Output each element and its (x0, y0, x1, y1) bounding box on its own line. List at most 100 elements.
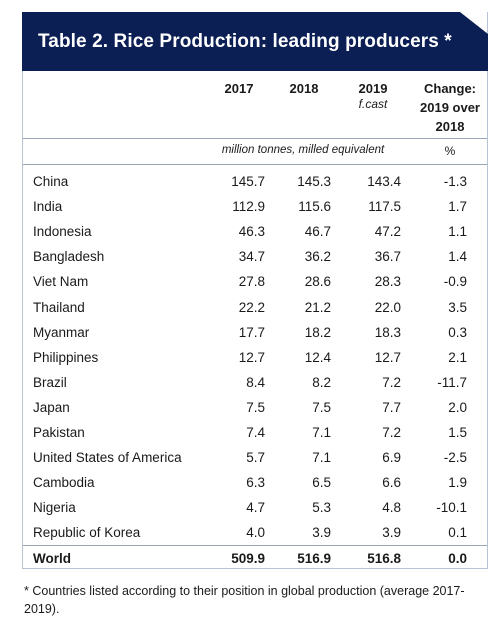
row-2017: 22.2 (238, 299, 265, 315)
col-header-change-1: Change: (424, 81, 476, 96)
row-2017: 509.9 (231, 551, 265, 566)
footnote: * Countries listed according to their po… (24, 584, 465, 616)
col-header-2017: 2017 (224, 81, 254, 96)
table-row: Brazil 8.4 8.2 7.2 -11.7 (23, 371, 487, 396)
row-2017: 4.7 (246, 500, 265, 516)
table-row: Japan 7.5 7.5 7.7 2.0 (23, 396, 487, 421)
table-row: Viet Nam 27.8 28.6 28.3 -0.9 (23, 270, 487, 295)
row-2019: 36.7 (374, 249, 401, 265)
row-country: United States of America (33, 450, 182, 466)
row-change: -0.9 (443, 274, 467, 290)
row-2017: 145.7 (231, 174, 265, 189)
row-2018: 7.1 (312, 425, 331, 440)
row-change: 1.5 (448, 425, 467, 440)
row-2018: 3.9 (312, 525, 331, 541)
row-country: Republic of Korea (33, 525, 141, 541)
row-2018: 6.5 (312, 475, 331, 491)
table-row: Bangladesh 34.7 36.2 36.7 1.4 (23, 245, 487, 270)
row-2018: 8.2 (312, 374, 331, 390)
row-change: 0.3 (448, 324, 467, 340)
row-2019: 7.2 (382, 425, 401, 440)
row-change: 1.4 (448, 249, 467, 265)
row-2017: 46.3 (238, 224, 265, 240)
row-country: China (33, 174, 69, 189)
row-country: Thailand (33, 299, 85, 315)
row-2018: 28.6 (304, 274, 331, 290)
row-2019: 28.3 (374, 274, 401, 290)
table-title-bar: Table 2. Rice Production: leading produc… (22, 12, 488, 71)
table-row: Thailand 22.2 21.2 22.0 3.5 (23, 296, 487, 321)
row-change: -11.7 (437, 374, 467, 390)
row-country: Nigeria (33, 500, 76, 516)
row-2019: 6.9 (382, 450, 401, 466)
row-2019: 117.5 (368, 199, 401, 215)
row-2019: 143.4 (367, 174, 401, 189)
row-change: 1.1 (448, 224, 467, 240)
row-country: Indonesia (33, 224, 92, 240)
row-country: Brazil (33, 374, 67, 390)
table-row: India 112.9 115.6 117.5 1.7 (23, 195, 487, 220)
header-divider (23, 138, 487, 139)
table-row: Myanmar 17.7 18.2 18.3 0.3 (23, 321, 487, 346)
table-row: Pakistan 7.4 7.1 7.2 1.5 (23, 421, 487, 446)
world-total-row: World 509.9 516.9 516.8 0.0 (23, 547, 487, 572)
row-change: -1.3 (443, 174, 467, 189)
row-2019: 18.3 (374, 324, 401, 340)
row-2019: 6.6 (382, 475, 401, 491)
table-row: United States of America 5.7 7.1 6.9 -2.5 (23, 446, 487, 471)
row-2019: 4.8 (382, 500, 401, 516)
row-2017: 7.5 (246, 399, 265, 415)
row-2017: 7.4 (246, 425, 265, 440)
row-change: -10.1 (436, 500, 467, 516)
table-row: Philippines 12.7 12.4 12.7 2.1 (23, 346, 487, 371)
row-country: World (33, 551, 71, 566)
row-change: 1.9 (448, 475, 467, 491)
row-2017: 12.7 (238, 349, 265, 365)
table-row: China 145.7 145.3 143.4 -1.3 (23, 170, 487, 195)
row-2019: 47.2 (374, 224, 401, 240)
row-2018: 115.6 (298, 199, 331, 215)
row-change: 2.1 (448, 349, 467, 365)
row-change: 0.1 (448, 525, 467, 541)
col-header-2019: 2019 (358, 81, 388, 96)
row-2018: 18.2 (304, 324, 331, 340)
table-row: Cambodia 6.3 6.5 6.6 1.9 (23, 471, 487, 496)
table-frame (22, 12, 488, 569)
row-2019: 7.2 (382, 374, 401, 390)
row-2018: 7.1 (312, 450, 331, 466)
table-row: Republic of Korea 4.0 3.9 3.9 0.1 (23, 521, 487, 546)
row-2018: 46.7 (304, 224, 331, 240)
row-2019: 3.9 (382, 525, 401, 541)
row-2017: 6.3 (246, 475, 265, 491)
row-2017: 4.0 (246, 525, 265, 541)
row-2018: 145.3 (297, 174, 331, 189)
row-2017: 8.4 (246, 374, 265, 390)
col-header-change-2: 2019 over (420, 100, 480, 115)
row-2018: 5.3 (312, 500, 331, 516)
row-2017: 34.7 (238, 249, 265, 265)
table-title: Table 2. Rice Production: leading produc… (38, 31, 452, 52)
row-country: Philippines (33, 349, 99, 365)
row-2019: 12.7 (374, 349, 401, 365)
row-change: 0.0 (448, 551, 467, 566)
row-2019: 516.8 (367, 551, 401, 566)
col-header-change-3: 2018 (435, 119, 465, 134)
units-production: million tonnes, milled equivalent (221, 144, 385, 156)
row-2017: 112.9 (232, 199, 265, 215)
row-2018: 36.2 (304, 249, 331, 265)
row-change: 3.5 (448, 299, 467, 315)
row-country: Pakistan (33, 425, 85, 440)
row-country: Japan (33, 399, 70, 415)
row-country: Viet Nam (33, 274, 89, 290)
col-header-2019-note: f.cast (358, 97, 388, 111)
row-2018: 12.4 (304, 349, 331, 365)
world-divider (23, 545, 487, 546)
row-2019: 7.7 (382, 399, 401, 415)
units-divider (23, 164, 487, 165)
row-2019: 22.0 (374, 299, 401, 315)
row-change: 1.7 (448, 199, 467, 215)
row-2018: 21.2 (304, 299, 331, 315)
row-2018: 7.5 (312, 399, 331, 415)
table-row: Nigeria 4.7 5.3 4.8 -10.1 (23, 496, 487, 521)
col-header-2018: 2018 (289, 81, 319, 96)
